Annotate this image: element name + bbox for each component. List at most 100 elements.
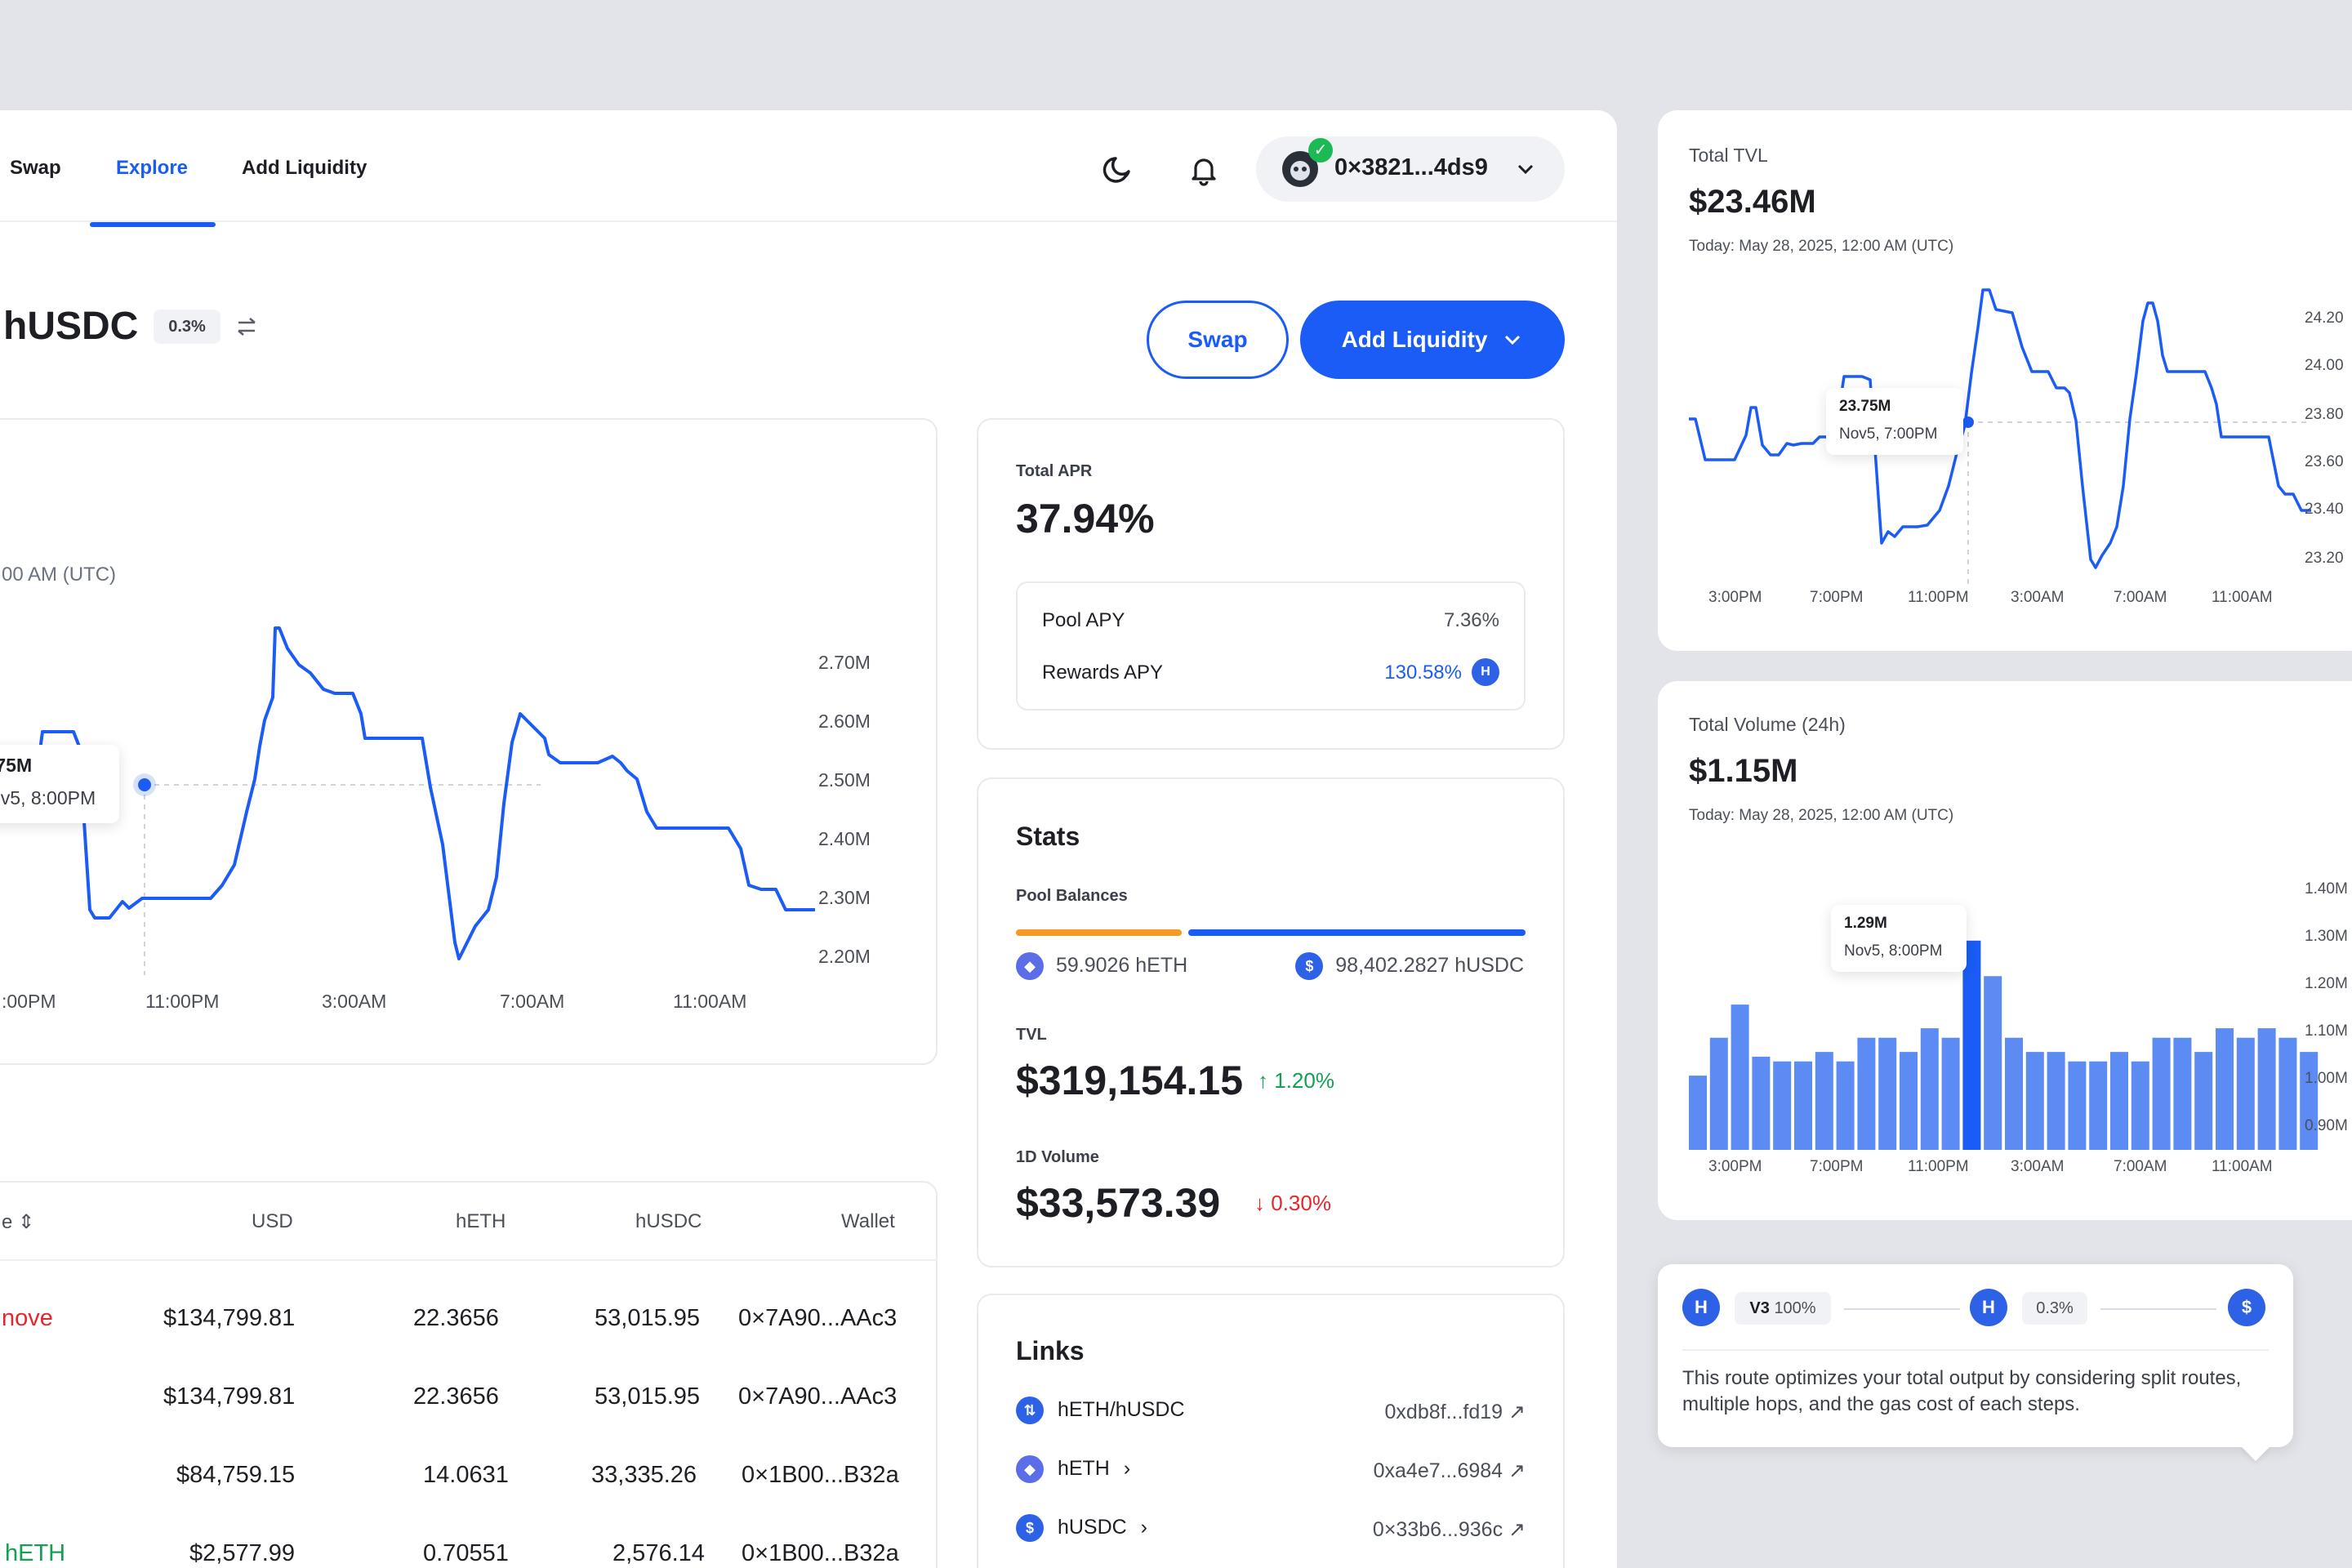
table-row[interactable]: $134,799.81 22.3656 53,015.95 0×7A90...A… xyxy=(2,1383,938,1416)
chart-date: 00 AM (UTC) xyxy=(2,564,117,586)
x-tick: 7:00AM xyxy=(2114,1158,2167,1175)
heth-token-icon: ◆ xyxy=(1016,952,1044,980)
swap-direction-icon[interactable] xyxy=(234,314,260,340)
cell-type: hETH xyxy=(5,1540,66,1566)
volume-panel-label: Total Volume (24h) xyxy=(1689,714,1846,735)
tvl-panel-value: $23.46M xyxy=(1689,184,1816,220)
route-panel-pointer xyxy=(2242,1433,2270,1461)
nav-explore[interactable]: Explore xyxy=(116,157,189,179)
cell-usd: $84,759.15 xyxy=(176,1462,296,1488)
table-row[interactable]: $84,759.15 14.0631 33,335.26 0×1B00...B3… xyxy=(2,1462,938,1494)
y-tick: 2.20M xyxy=(818,946,871,967)
volume-bar[interactable] xyxy=(1984,976,2002,1150)
x-tick: 3:00PM xyxy=(1708,1158,1762,1175)
volume-bar[interactable] xyxy=(1731,1004,1749,1150)
cell-wallet[interactable]: 0×1B00...B32a xyxy=(742,1462,899,1488)
volume-bar[interactable] xyxy=(2278,1037,2297,1150)
volume-bar[interactable] xyxy=(2025,1052,2044,1150)
volume-bar[interactable] xyxy=(1962,940,1981,1150)
y-tick: 24.00 xyxy=(2305,357,2344,374)
volume-bar[interactable] xyxy=(1773,1061,1792,1150)
cell-wallet[interactable]: 0×7A90...AAc3 xyxy=(738,1383,898,1410)
volume-bar[interactable] xyxy=(1689,1076,1707,1150)
husdc-token-icon: $ xyxy=(1295,952,1324,980)
volume-panel-value: $1.15M xyxy=(1689,753,1798,789)
table-row[interactable]: hETH $2,577.99 0.70551 2,576.14 0×1B00..… xyxy=(2,1540,938,1568)
nav-swap[interactable]: Swap xyxy=(10,157,61,179)
header-usd: USD xyxy=(252,1210,293,1232)
wallet-address: 0×3821...4ds9 xyxy=(1334,154,1488,180)
volume-bar[interactable] xyxy=(2131,1061,2149,1150)
reward-token-icon: H xyxy=(1472,658,1499,686)
nav-active-indicator xyxy=(90,222,216,227)
volume-bar[interactable] xyxy=(2068,1061,2087,1150)
cell-wallet[interactable]: 0×1B00...B32a xyxy=(742,1540,899,1566)
link-item[interactable]: ⇅ hETH/hUSDC 0xdb8f...fd19 ↗ xyxy=(1016,1396,1526,1429)
volume-bar[interactable] xyxy=(1836,1061,1855,1150)
cell-heth: 22.3656 xyxy=(413,1305,499,1331)
volume-bar[interactable] xyxy=(2194,1052,2213,1150)
tvl-panel-chart: 24.20 24.00 23.80 23.60 23.40 23.20 3:00… xyxy=(1689,288,2344,606)
volume-bar[interactable] xyxy=(2173,1037,2192,1150)
swap-button[interactable]: Swap xyxy=(1147,301,1289,379)
volume-bar[interactable] xyxy=(2110,1052,2128,1150)
volume-bar[interactable] xyxy=(1815,1052,1833,1150)
volume-bar[interactable] xyxy=(2236,1037,2255,1150)
y-tick: 2.50M xyxy=(818,769,871,791)
y-tick: 2.30M xyxy=(818,887,871,908)
volume-bar[interactable] xyxy=(1878,1037,1897,1150)
y-tick: 23.40 xyxy=(2305,501,2344,518)
wallet-button[interactable]: ✓ 0×3821...4ds9 xyxy=(1256,136,1565,202)
volume-bar[interactable] xyxy=(1941,1037,1960,1150)
volume-bar[interactable] xyxy=(2047,1052,2065,1150)
volume-bar[interactable] xyxy=(2089,1061,2108,1150)
volume-bar[interactable] xyxy=(2257,1028,2276,1150)
cell-husdc: 53,015.95 xyxy=(595,1305,701,1331)
link-item[interactable]: $ hUSDC › 0×33b6...936c ↗ xyxy=(1016,1514,1526,1547)
table-header: e ⇕ USD hETH hUSDC Wallet xyxy=(2,1210,938,1243)
bell-icon[interactable] xyxy=(1186,152,1222,188)
rewards-apy-label: Rewards APY xyxy=(1042,662,1164,684)
cell-usd: $134,799.81 xyxy=(163,1383,296,1410)
header-wallet: Wallet xyxy=(841,1210,895,1232)
external-link-icon: ↗ xyxy=(1508,1459,1526,1482)
x-tick: 3:00AM xyxy=(2011,589,2064,606)
chevron-right-icon: › xyxy=(1140,1515,1147,1539)
volume-bar[interactable] xyxy=(2005,1037,2023,1150)
volume-bar[interactable] xyxy=(2152,1037,2171,1150)
volume-bar[interactable] xyxy=(1857,1037,1876,1150)
volume-bar[interactable] xyxy=(2216,1028,2234,1150)
moon-icon[interactable] xyxy=(1101,152,1137,188)
cell-wallet[interactable]: 0×7A90...AAc3 xyxy=(738,1305,898,1331)
nav-divider xyxy=(0,220,1617,222)
x-tick: 11:00PM xyxy=(145,991,219,1012)
volume-bar[interactable] xyxy=(1900,1052,1918,1150)
cell-usd: $2,577.99 xyxy=(189,1540,296,1566)
volume-panel: Total Volume (24h) $1.15M Today: May 28,… xyxy=(1658,681,2352,1220)
header-type[interactable]: e ⇕ xyxy=(2,1211,35,1233)
cell-heth: 0.70551 xyxy=(423,1540,509,1566)
external-link-icon: ↗ xyxy=(1508,1401,1526,1423)
stats-title: Stats xyxy=(1016,822,1080,851)
links-card: Links ⇅ hETH/hUSDC 0xdb8f...fd19 ↗ ◆ hET… xyxy=(977,1294,1565,1568)
avatar xyxy=(1282,151,1318,187)
apr-label: Total APR xyxy=(1016,462,1093,480)
volume-bar[interactable] xyxy=(1752,1056,1771,1150)
volume-panel-chart: 1.40M 1.30M 1.20M 1.10M 1.00M 0.90M 3:00… xyxy=(1689,880,2348,1175)
header-heth: hETH xyxy=(456,1210,506,1232)
y-tick: 1.00M xyxy=(2305,1070,2348,1087)
volume-bar[interactable] xyxy=(2300,1052,2319,1150)
x-tick: 3:00AM xyxy=(322,991,386,1012)
heth-balance-value: 59.9026 hETH xyxy=(1055,953,1188,977)
volume-bar[interactable] xyxy=(1920,1028,1939,1150)
transactions-table: e ⇕ USD hETH hUSDC Wallet nove $134,799.… xyxy=(0,1181,938,1568)
add-liquidity-button[interactable]: Add Liquidity xyxy=(1300,301,1565,379)
link-item[interactable]: ◆ hETH › 0xa4e7...6984 ↗ xyxy=(1016,1455,1526,1488)
table-row[interactable]: nove $134,799.81 22.3656 53,015.95 0×7A9… xyxy=(2,1305,938,1338)
cell-heth: 14.0631 xyxy=(423,1462,509,1488)
volume-bar[interactable] xyxy=(1794,1061,1812,1150)
nav-add-liquidity[interactable]: Add Liquidity xyxy=(242,157,368,179)
route-end-token-icon: $ xyxy=(2228,1289,2265,1326)
tvl-panel-line xyxy=(1689,288,2311,569)
volume-bar[interactable] xyxy=(1709,1037,1728,1150)
